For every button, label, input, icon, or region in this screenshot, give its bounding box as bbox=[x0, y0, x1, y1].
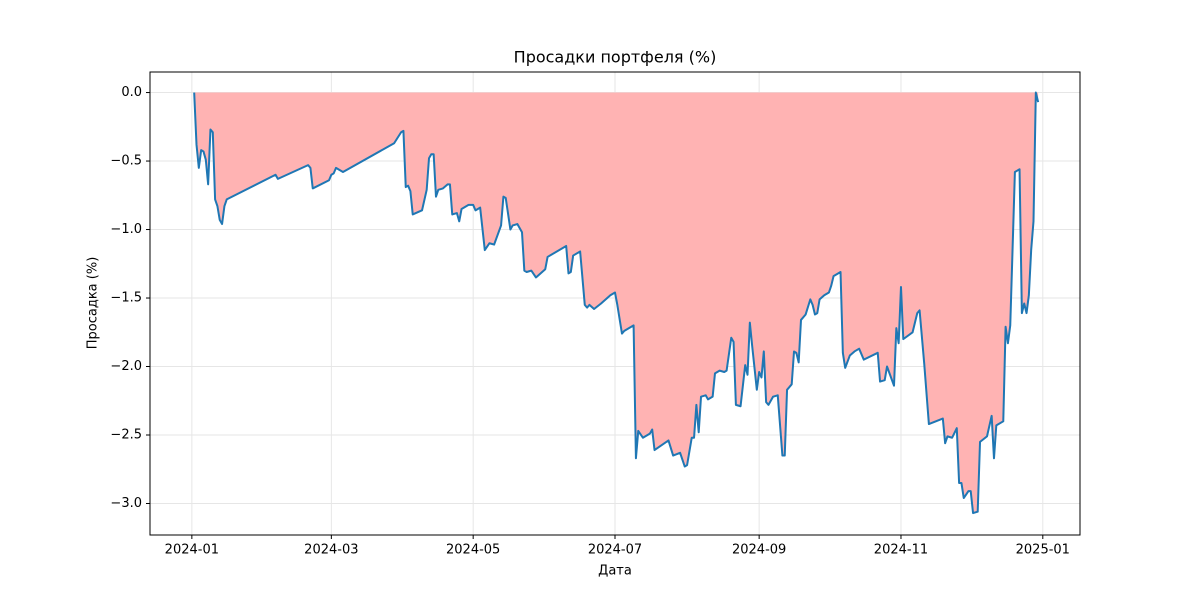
y-tick-label: −1.5 bbox=[110, 291, 142, 306]
x-tick-label: 2024-09 bbox=[732, 543, 786, 558]
x-tick-label: 2024-01 bbox=[165, 543, 219, 558]
x-tick-label: 2024-05 bbox=[446, 543, 500, 558]
x-tick-label: 2024-11 bbox=[874, 543, 928, 558]
y-tick-label: −2.5 bbox=[110, 428, 142, 443]
y-tick-label: −0.5 bbox=[110, 154, 142, 169]
drawdown-area bbox=[194, 92, 1039, 514]
chart-title: Просадки портфеля (%) bbox=[514, 48, 717, 67]
y-tick-label: −1.0 bbox=[110, 222, 142, 237]
x-tick-label: 2025-01 bbox=[1016, 543, 1070, 558]
plot-data bbox=[193, 91, 1040, 515]
ticks: 0.0 −0.5 −1.0 −1.5 −2.0 −2.5 −3.0 2024-01 2024-0… bbox=[110, 85, 1070, 557]
x-tick-label: 2024-07 bbox=[588, 543, 642, 558]
y-axis-label: Просадка (%) bbox=[86, 257, 101, 350]
y-tick-label: 0.0 bbox=[121, 85, 142, 100]
x-tick-label: 2024-03 bbox=[304, 543, 358, 558]
x-axis-label: Дата bbox=[598, 564, 632, 579]
y-tick-label: −3.0 bbox=[110, 496, 142, 511]
drawdown-line bbox=[193, 91, 1040, 515]
y-tick-label: −2.0 bbox=[110, 359, 142, 374]
